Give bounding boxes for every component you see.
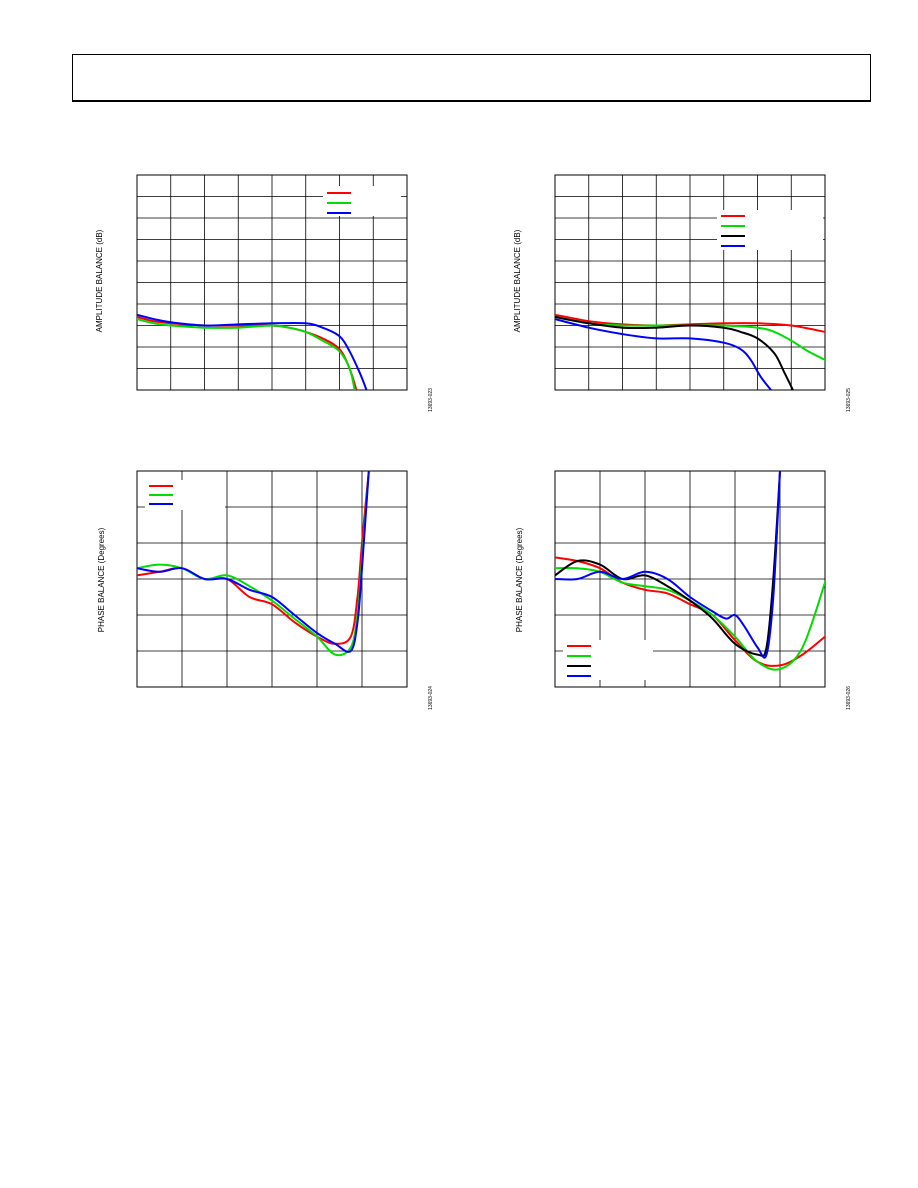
plot-frame xyxy=(554,174,826,391)
plot-frame xyxy=(136,174,408,391)
y-axis-label: PHASE BALANCE (Degrees) xyxy=(515,527,524,632)
page-header-box xyxy=(72,54,871,102)
series-group xyxy=(137,471,370,657)
series-line-1 xyxy=(555,313,825,333)
series-group xyxy=(555,471,825,671)
phase-balance-chart-right: PHASE BALANCE (Degrees) 13693-026 xyxy=(515,470,852,710)
series-line-2 xyxy=(137,318,356,390)
amplitude-balance-chart-right: AMPLITUDE BALANCE (dB) 13693-025 xyxy=(513,174,852,412)
plot-frame xyxy=(136,470,408,688)
figure-id: 13693-023 xyxy=(428,388,434,412)
series-line-3 xyxy=(137,471,370,653)
series-group xyxy=(137,313,368,390)
legend-box xyxy=(323,186,401,216)
gridlines xyxy=(555,471,825,687)
series-line-1 xyxy=(555,556,825,667)
series-line-3 xyxy=(555,471,781,657)
series-line-3 xyxy=(555,315,794,390)
phase-balance-chart-left: PHASE BALANCE (Degrees) 13693-024 xyxy=(97,470,434,710)
amplitude-balance-chart-left: AMPLITUDE BALANCE (dB) 13693-023 xyxy=(95,174,434,412)
figure-id: 13693-025 xyxy=(846,388,852,412)
series-line-4 xyxy=(555,318,772,390)
figure-id: 13693-024 xyxy=(428,686,434,710)
series-line-3 xyxy=(137,313,368,390)
series-group xyxy=(555,313,825,390)
y-axis-label: AMPLITUDE BALANCE (dB) xyxy=(95,229,104,332)
figure-id: 13693-026 xyxy=(846,686,852,710)
series-line-4 xyxy=(555,471,781,659)
y-axis-label: AMPLITUDE BALANCE (dB) xyxy=(513,229,522,332)
series-line-2 xyxy=(555,315,825,361)
y-axis-label: PHASE BALANCE (Degrees) xyxy=(97,527,106,632)
gridlines xyxy=(555,175,825,390)
